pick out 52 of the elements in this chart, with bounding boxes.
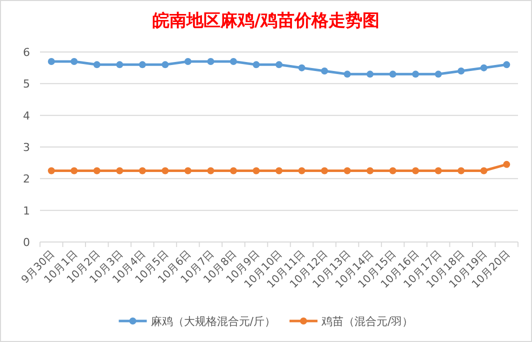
point: [321, 167, 328, 174]
y-tick-label: 3: [23, 141, 30, 154]
point: [412, 167, 420, 174]
point: [276, 61, 282, 68]
point: [389, 70, 396, 78]
y-tick-label: 1: [23, 204, 30, 218]
y-tick-label: 6: [23, 46, 30, 59]
point: [116, 167, 124, 174]
point: [480, 64, 488, 72]
y-tick-label: 5: [23, 78, 30, 91]
point: [48, 58, 55, 65]
point: [252, 167, 260, 174]
point: [93, 167, 100, 174]
point: [298, 167, 306, 174]
point: [162, 167, 169, 174]
point: [412, 70, 420, 78]
point: [434, 70, 442, 78]
point: [184, 167, 192, 174]
point: [70, 167, 78, 174]
point: [298, 64, 306, 72]
point: [162, 61, 169, 68]
point: [48, 167, 55, 174]
point: [230, 58, 237, 65]
point: [503, 160, 510, 168]
point: [458, 68, 465, 74]
y-tick-label: 4: [23, 109, 30, 122]
y-tick-label: 2: [23, 172, 30, 186]
point: [116, 61, 124, 68]
point: [70, 58, 78, 65]
y-tick-label: 0: [23, 236, 30, 249]
point: [366, 167, 374, 174]
point: [207, 58, 214, 65]
point: [366, 70, 374, 78]
legend-label: 鸡苗（混合元/羽）: [320, 315, 414, 328]
point: [434, 167, 442, 174]
point: [207, 167, 214, 174]
point: [138, 167, 146, 174]
point: [344, 70, 351, 78]
chart-title: 皖南地区麻鸡/鸡苗价格走势图: [152, 11, 380, 31]
point: [184, 58, 192, 65]
point: [321, 68, 328, 74]
point: [344, 167, 351, 174]
point: [389, 167, 396, 174]
point: [230, 167, 237, 174]
point: [480, 167, 488, 174]
point: [93, 61, 100, 68]
point: [138, 61, 146, 68]
point: [252, 61, 260, 68]
point: [458, 167, 465, 174]
point: [503, 61, 510, 68]
point: [276, 167, 282, 174]
legend-label: 麻鸡（大规格混合元/斤）: [150, 315, 276, 328]
